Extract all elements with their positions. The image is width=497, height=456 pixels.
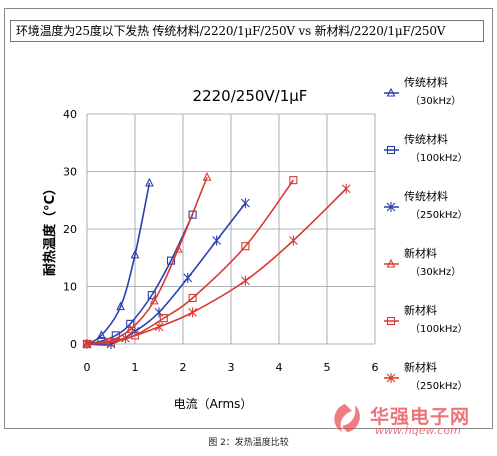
legend-marker [386, 258, 396, 268]
legend-label: 传统材料 [404, 189, 448, 203]
x-tick-label: 5 [324, 361, 331, 374]
legend-label: 新材料 [404, 360, 437, 374]
legend-label: 新材料 [404, 246, 437, 260]
data-point [289, 176, 298, 185]
chart-title: 2220/250V/1μF [193, 87, 308, 105]
watermark-url: www.hqew.com [375, 424, 461, 437]
data-point [241, 275, 250, 286]
data-point [188, 210, 197, 219]
legend-marker [386, 373, 396, 383]
legend-marker [386, 316, 396, 326]
legend-marker [386, 87, 396, 97]
data-point [126, 319, 135, 328]
data-point [116, 301, 125, 311]
legend-marker [386, 202, 396, 212]
legend-sublabel: （30kHz） [410, 266, 461, 278]
x-tick-label: 2 [180, 361, 187, 374]
page-title: 环境温度为25度以下发热 传统材料/2220/1μF/250V vs 新材料/2… [16, 24, 446, 38]
data-point [106, 338, 116, 347]
x-tick-label: 3 [228, 361, 235, 374]
series-5 [82, 176, 298, 349]
x-tick-label: 0 [84, 361, 91, 374]
x-tick-label: 4 [276, 361, 283, 374]
legend-entry: 传统材料 （100kHz） [384, 132, 468, 164]
data-point [147, 291, 156, 300]
data-point [188, 293, 197, 303]
data-point [97, 330, 106, 339]
data-point [82, 339, 92, 349]
series-line [86, 188, 347, 345]
data-point [241, 198, 250, 209]
data-point [130, 249, 140, 259]
x-tick-label: 1 [132, 361, 139, 374]
legend-entry: 传统材料 （250kHz） [384, 189, 468, 221]
legend-entry: 新材料 （100kHz） [384, 303, 468, 335]
watermark-logo [334, 404, 360, 432]
y-tick-label: 40 [63, 108, 77, 121]
series-line [86, 176, 208, 345]
series-line [86, 182, 151, 345]
data-point [212, 235, 221, 246]
figure-frame [4, 8, 493, 429]
data-point [289, 235, 298, 246]
data-point [183, 272, 193, 283]
legend-label: 新材料 [404, 303, 437, 317]
legend-label: 传统材料 [404, 132, 448, 146]
legend-marker [386, 145, 396, 155]
data-point [159, 314, 168, 323]
y-tick-label: 30 [63, 166, 77, 179]
series-6 [82, 183, 351, 349]
legend-sublabel: （100kHz） [410, 323, 468, 335]
title-box [10, 20, 484, 42]
legend-entry: 新材料 （250kHz） [384, 360, 468, 392]
legend-sublabel: （100kHz） [410, 152, 468, 164]
data-point [125, 324, 135, 334]
watermark-text: 华强电子网 [370, 406, 471, 428]
data-point [121, 333, 130, 344]
data-point [341, 183, 351, 194]
series-1 [82, 177, 154, 348]
data-point [173, 243, 183, 253]
data-point [130, 331, 140, 340]
data-point [149, 295, 159, 305]
legend-label: 传统材料 [404, 75, 448, 89]
legend-sublabel: （30kHz） [410, 95, 461, 107]
legend-entry: 传统材料 （30kHz） [384, 75, 461, 107]
y-tick-label: 10 [63, 281, 77, 294]
figure-caption: 图 2：发热温度比较 [208, 438, 289, 448]
y-axis-label: 耐热温度（°C） [42, 182, 58, 276]
data-point [241, 242, 250, 251]
data-point [154, 307, 164, 318]
series-line [86, 179, 295, 345]
data-point [188, 307, 197, 318]
grid-lines [86, 113, 376, 345]
data-point [154, 321, 164, 332]
legend-sublabel: （250kHz） [410, 380, 468, 392]
series-line [86, 214, 194, 345]
y-tick-label: 20 [63, 223, 77, 236]
data-point [202, 172, 212, 181]
data-point [145, 177, 154, 187]
legend-sublabel: （250kHz） [410, 209, 468, 221]
y-tick-label: 0 [70, 338, 77, 351]
x-tick-label: 6 [372, 361, 379, 374]
x-axis-label: 电流（Arms） [174, 397, 253, 411]
legend-entry: 新材料 （30kHz） [384, 246, 461, 278]
